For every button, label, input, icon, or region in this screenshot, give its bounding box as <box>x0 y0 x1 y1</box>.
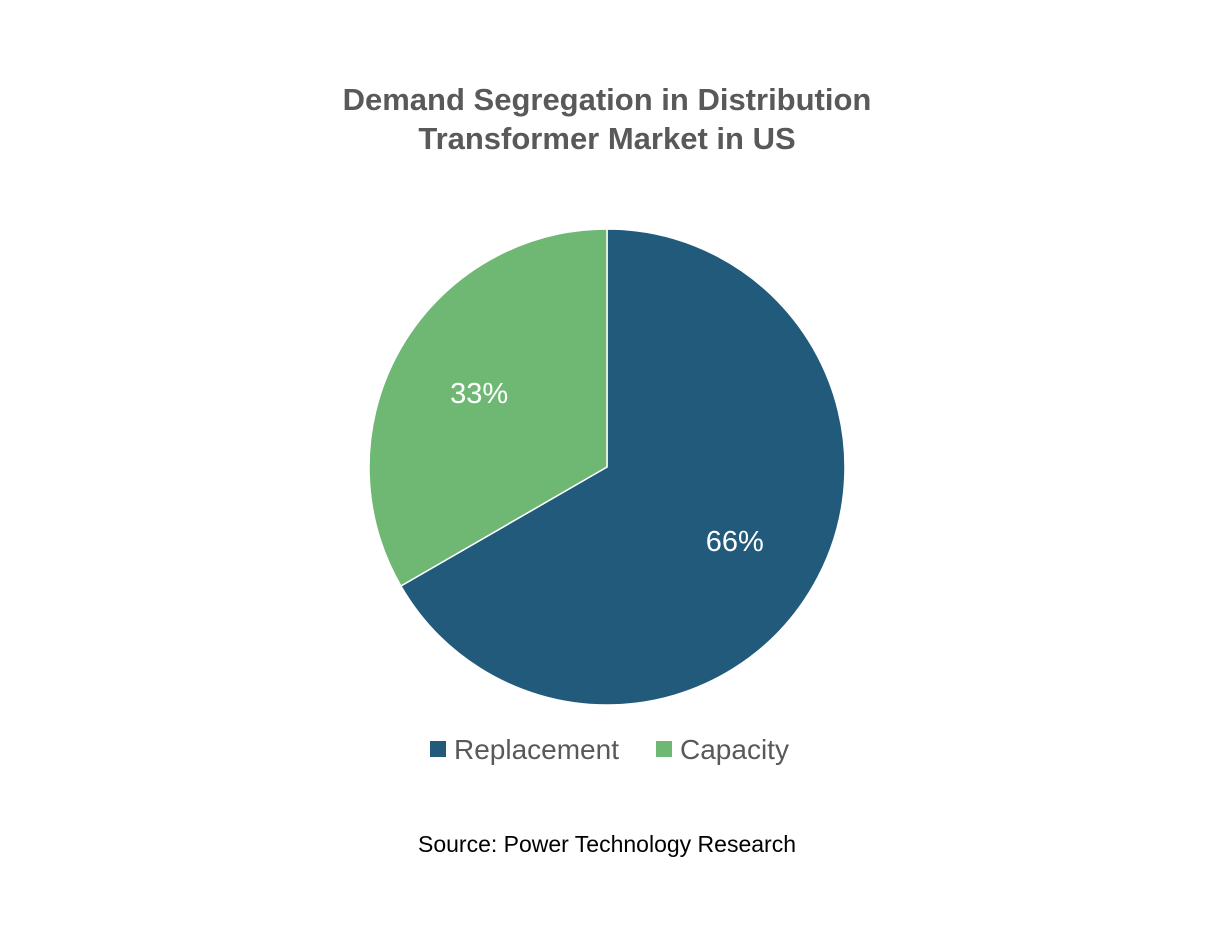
pie-slice-capacity <box>368 228 608 588</box>
data-label-capacity: 33% <box>450 378 508 410</box>
chart-title-line-1: Demand Segregation in Distribution <box>343 82 872 117</box>
source-note: Source: Power Technology Research <box>418 831 796 857</box>
legend-item-capacity: Capacity <box>656 734 789 765</box>
pie-data-labels: 66% 33% <box>450 378 764 558</box>
legend-label-capacity: Capacity <box>680 734 789 765</box>
chart-title: Demand Segregation in Distribution Trans… <box>343 82 872 156</box>
data-label-replacement: 66% <box>706 526 764 558</box>
legend-swatch-replacement <box>430 741 446 757</box>
pie-slices <box>368 228 846 706</box>
chart-legend: Replacement Capacity <box>430 734 789 765</box>
legend-label-replacement: Replacement <box>454 734 619 765</box>
legend-item-replacement: Replacement <box>430 734 619 765</box>
chart-title-line-2: Transformer Market in US <box>418 121 795 156</box>
pie-slice-replacement <box>399 228 846 706</box>
legend-swatch-capacity <box>656 741 672 757</box>
